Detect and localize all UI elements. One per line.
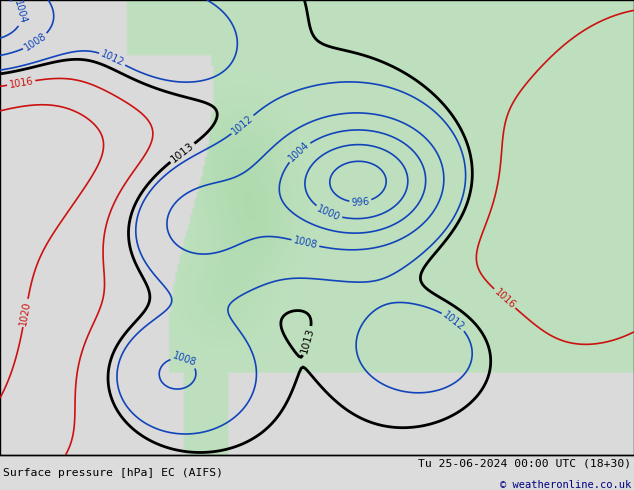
Text: 1004: 1004 bbox=[287, 140, 311, 164]
Text: Tu 25-06-2024 00:00 UTC (18+30): Tu 25-06-2024 00:00 UTC (18+30) bbox=[418, 459, 631, 469]
Text: © weatheronline.co.uk: © weatheronline.co.uk bbox=[500, 480, 631, 490]
Text: 1012: 1012 bbox=[99, 49, 126, 69]
Text: 1008: 1008 bbox=[23, 31, 49, 53]
Text: 1012: 1012 bbox=[230, 113, 256, 136]
Text: 1013: 1013 bbox=[299, 327, 316, 355]
Text: 1013: 1013 bbox=[169, 141, 196, 165]
Text: 1016: 1016 bbox=[8, 76, 34, 90]
Text: 1000: 1000 bbox=[316, 203, 342, 222]
Text: 1004: 1004 bbox=[13, 0, 29, 25]
Text: 1016: 1016 bbox=[492, 287, 517, 311]
Text: 1008: 1008 bbox=[292, 236, 318, 251]
Text: 1012: 1012 bbox=[441, 310, 467, 333]
Text: 1020: 1020 bbox=[18, 300, 32, 326]
Text: 1008: 1008 bbox=[171, 350, 198, 368]
Text: 996: 996 bbox=[351, 196, 370, 208]
Text: Surface pressure [hPa] EC (AIFS): Surface pressure [hPa] EC (AIFS) bbox=[3, 467, 223, 477]
